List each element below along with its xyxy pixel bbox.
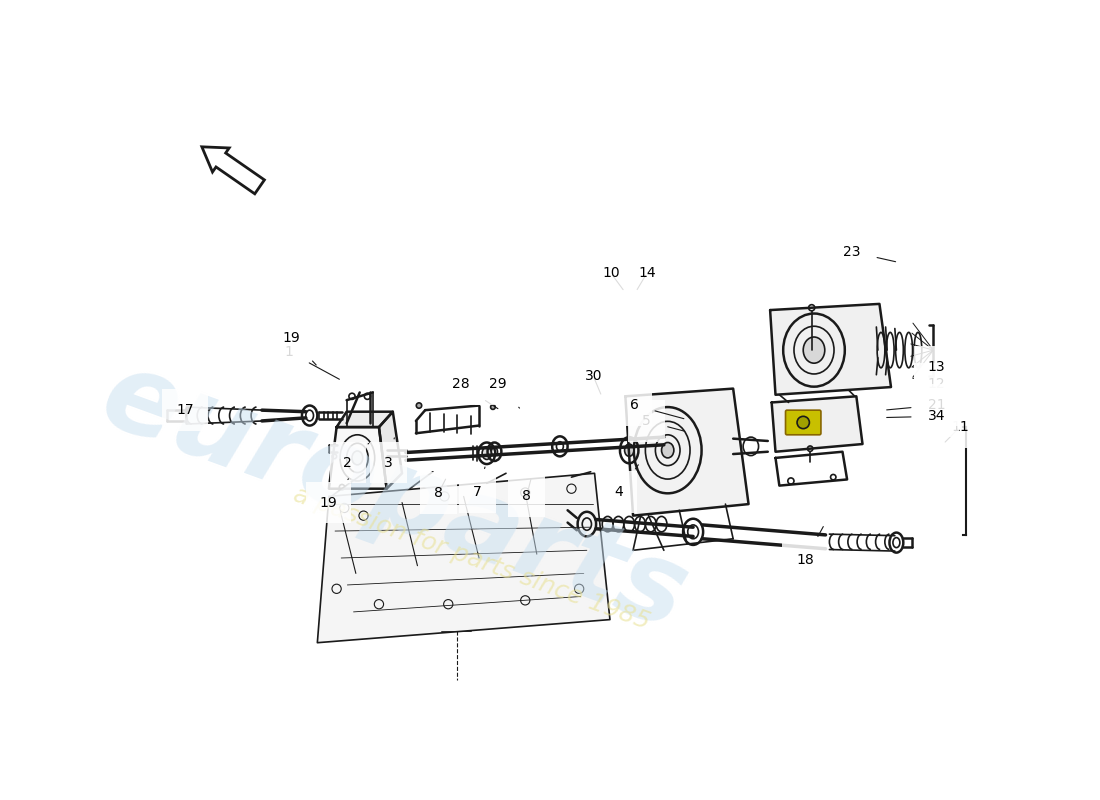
Text: 19: 19 xyxy=(319,479,349,510)
Text: 4: 4 xyxy=(615,465,638,499)
Text: 2: 2 xyxy=(343,443,368,470)
Text: 5: 5 xyxy=(642,414,684,431)
Polygon shape xyxy=(378,412,403,489)
Text: 6: 6 xyxy=(629,398,684,418)
Text: 3: 3 xyxy=(384,438,395,470)
Text: 10: 10 xyxy=(603,266,623,290)
Text: 14: 14 xyxy=(637,266,656,290)
Ellipse shape xyxy=(416,403,421,408)
Text: 13: 13 xyxy=(913,360,945,374)
Ellipse shape xyxy=(625,444,634,456)
Text: 30: 30 xyxy=(584,370,602,394)
Text: a passion for parts since 1985: a passion for parts since 1985 xyxy=(289,482,653,634)
Polygon shape xyxy=(770,304,891,394)
Ellipse shape xyxy=(798,416,810,429)
Text: europarts: europarts xyxy=(88,341,701,652)
FancyBboxPatch shape xyxy=(785,410,821,435)
Ellipse shape xyxy=(661,442,674,458)
Text: 1: 1 xyxy=(284,345,340,379)
FancyArrow shape xyxy=(202,147,264,194)
Text: 8: 8 xyxy=(434,479,446,500)
Ellipse shape xyxy=(803,337,825,363)
Text: 18: 18 xyxy=(796,526,823,567)
Text: 19: 19 xyxy=(282,331,316,365)
Text: 12: 12 xyxy=(913,378,945,391)
Ellipse shape xyxy=(482,447,492,459)
Text: 23: 23 xyxy=(843,245,895,262)
Polygon shape xyxy=(772,396,862,452)
Polygon shape xyxy=(625,389,749,516)
Text: 7: 7 xyxy=(473,467,485,499)
Text: 21: 21 xyxy=(887,398,945,412)
Text: 34: 34 xyxy=(887,410,945,423)
Polygon shape xyxy=(318,474,609,642)
Text: 17: 17 xyxy=(176,403,210,417)
Text: 28: 28 xyxy=(452,378,498,409)
Polygon shape xyxy=(329,427,387,489)
Polygon shape xyxy=(337,412,393,427)
Text: 29: 29 xyxy=(488,378,519,408)
Text: 11: 11 xyxy=(945,420,969,442)
Ellipse shape xyxy=(491,405,495,410)
Text: 8: 8 xyxy=(522,479,531,503)
Ellipse shape xyxy=(352,451,363,465)
